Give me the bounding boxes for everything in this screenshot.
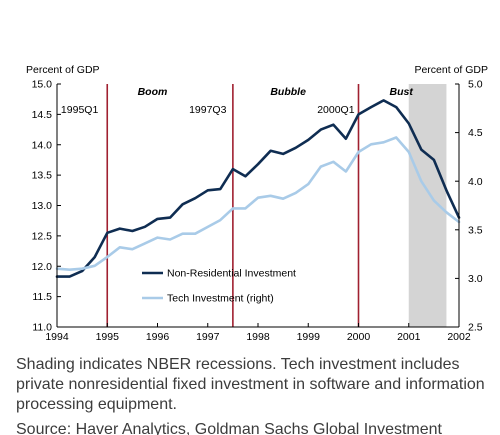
event-label-1: 1995Q1	[61, 104, 99, 116]
period-label-boom: Boom	[138, 86, 168, 98]
right-tick-label: 5.0	[468, 79, 483, 91]
series-line-1	[55, 99, 461, 278]
right-tick-label: 3.0	[468, 273, 483, 285]
right-tick-label: 4.0	[468, 176, 483, 188]
left-tick-label: 14.0	[32, 139, 53, 151]
x-tick-label: 1995	[96, 331, 120, 343]
chart-source: Source: Haver Analytics, Goldman Sachs G…	[16, 421, 442, 435]
x-tick-label: 1997	[196, 331, 220, 343]
period-label-bust: Bust	[390, 86, 414, 98]
x-tick-label: 2000	[347, 331, 371, 343]
left-tick-label: 15.0	[32, 79, 53, 91]
investment-line-chart: 11.0 11.5 12.0 12.5 13.0 13.5 14.0 14.5 15.0 2.5 3…	[26, 64, 488, 343]
right-tick-label: 2.5	[468, 322, 483, 334]
left-tick-label: 11.0	[32, 322, 52, 334]
left-tick-label: 11.5	[32, 291, 52, 303]
left-tick-label: 13.5	[32, 170, 53, 182]
x-tick-label: 1994	[45, 331, 69, 343]
left-axis-label: Percent of GDP	[26, 64, 100, 76]
chart-caption: Shading indicates NBER recessions. Tech …	[16, 356, 485, 413]
period-label-bubble: Bubble	[270, 86, 306, 98]
left-tick-label: 14.5	[32, 109, 53, 121]
right-axis-label: Percent of GDP	[414, 64, 488, 76]
right-tick-label: 3.5	[468, 224, 483, 236]
x-tick-label: 1996	[146, 331, 170, 343]
left-tick-label: 12.0	[32, 261, 53, 273]
x-tick-label: 2001	[397, 331, 421, 343]
x-tick-label: 1999	[297, 331, 321, 343]
left-tick-label: 13.0	[32, 200, 53, 212]
x-tick-label: 1998	[246, 331, 270, 343]
legend-label-2: Tech Investment (right)	[167, 293, 274, 305]
series-line-2	[55, 136, 461, 272]
x-tick-label: 2002	[447, 331, 471, 343]
left-tick-label: 12.5	[32, 230, 53, 242]
right-tick-label: 4.5	[468, 127, 483, 139]
legend-label-1: Non-Residential Investment	[167, 268, 296, 280]
event-label-2: 1997Q3	[189, 104, 227, 116]
event-label-3: 2000Q1	[317, 104, 355, 116]
